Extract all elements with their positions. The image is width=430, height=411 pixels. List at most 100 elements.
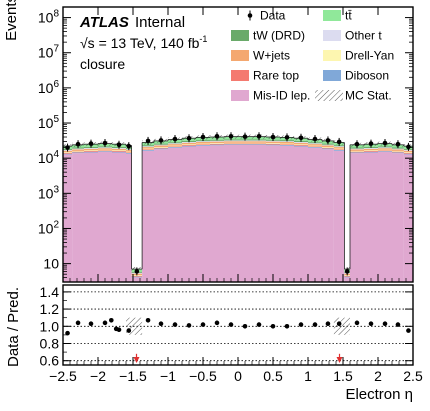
- ratio-point: [113, 326, 119, 332]
- stack-segment-raretop: [112, 151, 126, 152]
- legend-swatch: [323, 70, 341, 81]
- stack-segment-diboson: [196, 144, 210, 146]
- stack-segment-drellyan: [344, 275, 350, 276]
- ratio-point: [256, 322, 262, 327]
- atlas-status: Internal: [135, 14, 185, 31]
- ratio-point: [200, 322, 206, 327]
- stack-segment-drellyan: [131, 275, 143, 276]
- stack-segment-othert: [72, 148, 84, 150]
- data-point: [336, 139, 342, 145]
- x-tick-label: 0: [234, 368, 242, 384]
- stack-segment-diboson: [154, 148, 168, 150]
- stack-segment-drellyan: [196, 143, 210, 145]
- stack-segment-diboson: [252, 144, 266, 145]
- stack-segment-raretop: [98, 150, 112, 152]
- stack-segment-raretop: [322, 147, 334, 149]
- stack-segment-raretop: [224, 143, 238, 145]
- stack-segment-misidlep: [182, 146, 196, 282]
- stack-segment-diboson: [210, 144, 224, 146]
- stack-segment-wjets: [308, 144, 322, 146]
- data-point: [344, 269, 350, 274]
- legend-swatch: [323, 50, 341, 61]
- y-tick-label-base: 10: [38, 45, 54, 61]
- stack-segment-misidlep: [392, 153, 404, 282]
- stack-segment-drellyan: [142, 148, 154, 150]
- stack-segment-misidlep: [84, 152, 98, 282]
- stack-segment-wjets: [210, 141, 224, 144]
- data-point: [172, 136, 178, 142]
- stack-segment-wjets: [142, 147, 154, 149]
- data-point: [406, 144, 411, 150]
- stack-segment-drellyan: [72, 150, 84, 152]
- stack-segment-misidlep: [252, 144, 266, 282]
- stack-segment-diboson: [280, 144, 294, 146]
- data-point: [368, 141, 374, 146]
- legend-swatch: [323, 10, 341, 21]
- data-point: [158, 138, 164, 143]
- stack-segment-raretop: [154, 147, 168, 149]
- stack-segment-raretop: [280, 144, 294, 145]
- y-tick-label-exp: 7: [53, 44, 59, 55]
- stack-segment-twdrd: [142, 145, 154, 147]
- data-point: [116, 142, 122, 148]
- legend-label: Data: [260, 9, 286, 23]
- stack-segment-drellyan: [364, 150, 378, 152]
- stack-segment-othert: [322, 144, 334, 146]
- y-tick-label-base: 10: [38, 115, 54, 131]
- legend-label: Other t: [345, 29, 382, 43]
- y-tick-label: 108: [38, 9, 60, 26]
- data-point: [312, 136, 318, 142]
- stack-segment-raretop: [403, 152, 413, 154]
- y-tick-label-base: 10: [38, 150, 54, 166]
- data-point: [214, 133, 220, 139]
- stack-segment-wjets: [154, 145, 168, 148]
- ratio-point: [298, 322, 304, 327]
- y-tick-label-base: 10: [38, 10, 54, 26]
- ratio-arrows-layer: [133, 353, 343, 363]
- stack-segment-drellyan: [182, 144, 196, 146]
- stack-segment-drellyan: [84, 150, 98, 152]
- x-axis-label: Electron η: [345, 386, 413, 403]
- stack-segment-drellyan: [252, 142, 266, 144]
- stack-segment-misidlep: [266, 145, 280, 282]
- stack-segment-othert: [84, 147, 98, 149]
- legend-label: Rare top: [253, 69, 299, 83]
- stack-segment-wjets: [378, 148, 392, 150]
- region-label: closure: [80, 56, 125, 72]
- ratio-out-of-range-arrowhead: [133, 357, 140, 363]
- ratio-point: [126, 328, 132, 333]
- stack-segment-misidlep: [403, 154, 413, 282]
- legend-label: W+jets: [253, 49, 290, 63]
- atlas-experiment: ATLAS: [79, 14, 129, 31]
- y-tick-label-base: 10: [38, 185, 54, 201]
- y-tick-label: 105: [38, 114, 60, 131]
- stack-segment-diboson: [224, 144, 238, 145]
- stack-segment-wjets: [403, 150, 413, 153]
- stack-segment-misidlep: [378, 151, 392, 282]
- stack-segment-othert: [378, 147, 392, 149]
- legend-swatch: [231, 50, 249, 61]
- x-tick-label: 1: [304, 368, 312, 384]
- ratio-gridlines: [63, 291, 413, 362]
- y-tick-label-exp: 6: [53, 79, 59, 90]
- stack-segment-raretop: [72, 151, 84, 153]
- stack-segment-othert: [294, 141, 308, 143]
- x-tick-label: −1: [160, 368, 176, 384]
- stack-layer: [63, 136, 413, 282]
- data-point: [256, 133, 262, 139]
- stack-segment-drellyan: [378, 149, 392, 151]
- stack-segment-misidlep: [210, 145, 224, 282]
- y-tick-label: 104: [38, 149, 60, 166]
- data-point: [354, 141, 360, 147]
- stack-segment-drellyan: [308, 145, 322, 147]
- stack-segment-wjets: [168, 144, 182, 146]
- stack-segment-raretop: [308, 146, 322, 148]
- ratio-axis-ticks: 0.6 0.81.01.21.4: [40, 284, 413, 369]
- stack-segment-diboson: [84, 151, 98, 153]
- stack-segment-wjets: [322, 145, 334, 148]
- stack-segment-misidlep: [72, 153, 84, 282]
- y-axis-label: Events: [3, 0, 20, 41]
- stack-segment-diboson: [142, 150, 154, 151]
- stack-segment-misidlep: [224, 144, 238, 282]
